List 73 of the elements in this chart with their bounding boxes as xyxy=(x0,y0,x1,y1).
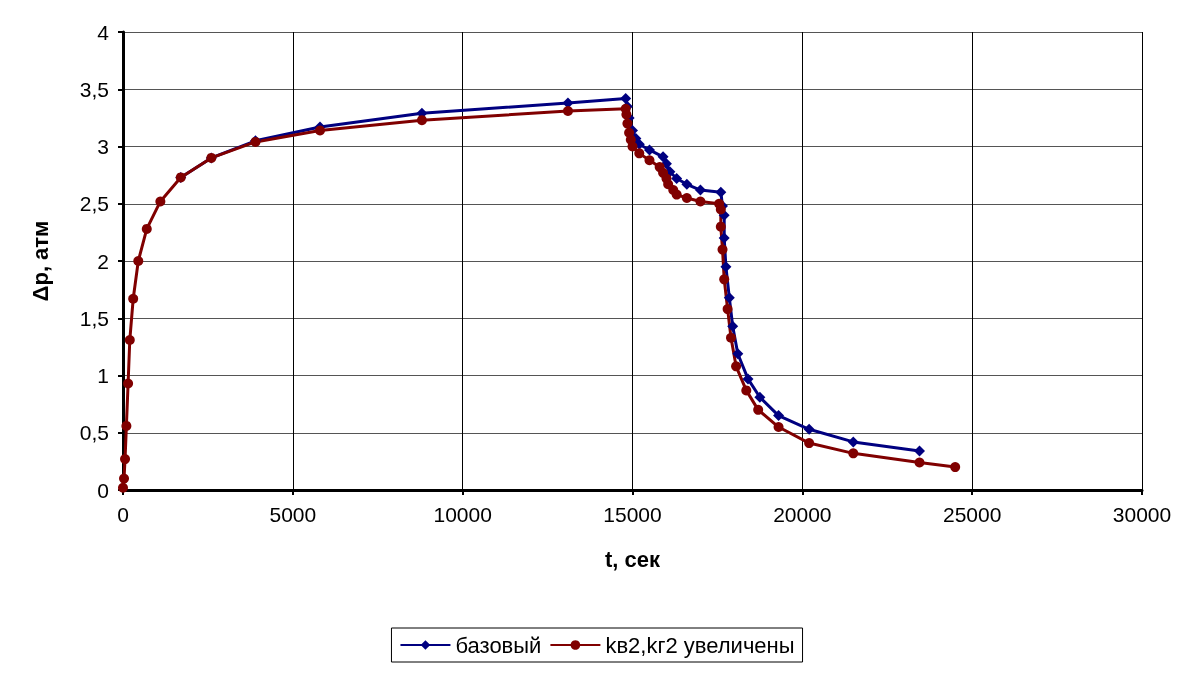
point xyxy=(803,423,815,435)
point xyxy=(723,292,735,304)
legend-label: kв2,kг2 увеличены xyxy=(605,632,795,658)
point xyxy=(644,155,655,166)
y-tick-label: 3,5 xyxy=(79,77,109,101)
point xyxy=(660,158,672,170)
point xyxy=(627,141,638,152)
point xyxy=(847,436,859,448)
point xyxy=(681,193,692,204)
x-tick-label: 0 xyxy=(117,503,129,526)
point xyxy=(119,473,130,484)
point xyxy=(121,420,132,431)
point xyxy=(754,391,766,403)
y-tick-label: 1 xyxy=(97,364,109,387)
point xyxy=(715,221,726,232)
point xyxy=(681,178,693,190)
point xyxy=(315,125,326,136)
point xyxy=(727,320,739,332)
point xyxy=(622,118,633,129)
point xyxy=(720,261,732,273)
point xyxy=(804,438,815,449)
point xyxy=(717,244,728,255)
y-axis-title: Δp, атм xyxy=(27,220,53,302)
point xyxy=(914,445,926,457)
point xyxy=(620,92,632,104)
y-tick-label: 3 xyxy=(97,135,109,158)
point xyxy=(719,274,730,285)
x-axis-title: t, сек xyxy=(604,546,661,572)
point xyxy=(914,457,925,468)
x-tick-label: 15000 xyxy=(603,503,662,526)
y-tick-label: 2 xyxy=(97,249,109,273)
x-tick-label: 25000 xyxy=(942,503,1002,526)
point xyxy=(741,385,752,396)
point xyxy=(118,482,128,493)
point xyxy=(634,148,645,159)
point xyxy=(133,256,144,266)
point xyxy=(695,196,706,207)
point xyxy=(124,335,135,345)
point xyxy=(416,115,427,126)
y-tick-label: 0,5 xyxy=(79,421,109,445)
x-tick-label: 30000 xyxy=(1112,503,1172,526)
point xyxy=(141,223,152,234)
point xyxy=(718,232,730,244)
point xyxy=(671,189,682,200)
x-tick-label: 20000 xyxy=(773,503,832,526)
point xyxy=(120,454,131,465)
point xyxy=(848,448,859,459)
point xyxy=(694,184,706,196)
y-tick-label: 2,5 xyxy=(79,192,109,216)
x-tick-label: 10000 xyxy=(433,503,492,526)
point xyxy=(773,422,784,433)
x-tick-label: 5000 xyxy=(269,503,317,526)
y-tick-label: 4 xyxy=(97,20,110,44)
point xyxy=(732,348,744,360)
y-tick-label: 0 xyxy=(97,478,109,502)
point xyxy=(671,173,683,185)
point xyxy=(128,293,139,304)
point xyxy=(643,144,655,156)
point xyxy=(123,378,134,389)
legend-label: базовый xyxy=(455,632,542,658)
point xyxy=(726,332,736,343)
point xyxy=(722,304,733,315)
point xyxy=(742,373,754,385)
point xyxy=(562,106,573,116)
point xyxy=(715,204,726,215)
point xyxy=(753,404,764,415)
y-tick-label: 1,5 xyxy=(79,306,109,330)
point xyxy=(731,361,742,372)
point xyxy=(773,410,785,422)
point xyxy=(155,196,166,207)
point xyxy=(950,462,961,473)
point xyxy=(715,186,727,198)
point xyxy=(657,151,669,163)
